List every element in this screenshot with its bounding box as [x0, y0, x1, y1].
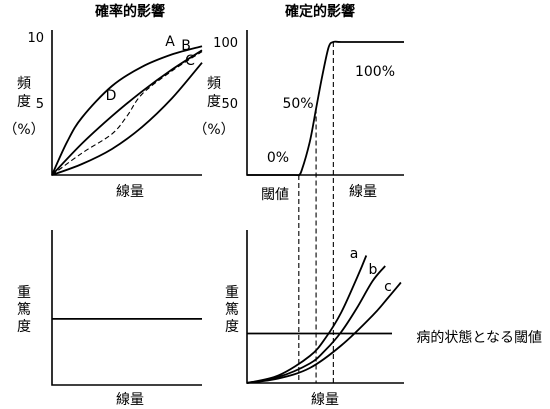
x-axis-label: 線量 — [349, 184, 377, 200]
y-axis-label: 重 — [225, 285, 239, 301]
series-label: C — [185, 53, 195, 69]
series-label: b — [369, 262, 378, 278]
y-axis-label: 篤 — [225, 301, 239, 318]
axes — [51, 230, 202, 386]
y-tick-label: 10 — [27, 31, 44, 46]
series-label: c — [384, 279, 392, 295]
y-axis-label: 度 — [207, 94, 221, 110]
series-line-C — [51, 62, 203, 176]
threshold-line-label: 病的状態となる閾値 — [416, 330, 542, 346]
y-axis-label: 篤 — [17, 301, 31, 318]
y-axis-label: 頻 — [17, 76, 31, 92]
annotation-100-percent: 100% — [355, 64, 395, 80]
y-axis-label: 度 — [17, 94, 31, 110]
y-axis-label: （%） — [193, 122, 234, 138]
panel-title: 確率的影響 — [95, 3, 165, 20]
series-line-A — [51, 49, 203, 176]
stochastic-effects-panel: 確率的影響 10 5 頻 度 （%） 線量 A B C D — [3, 3, 203, 200]
series-label: a — [350, 246, 359, 262]
y-tick-label: 50 — [221, 97, 238, 112]
deterministic-effects-panel: 確定的影響 100 50 頻 度 （%） 0% 50% 100% 閾値 線量 — [193, 3, 404, 203]
y-tick-label: 100 — [213, 36, 238, 51]
y-axis-label: 度 — [225, 319, 239, 335]
annotation-50-percent: 50% — [282, 96, 313, 112]
y-tick-label: 5 — [36, 97, 44, 112]
y-axis-label: 度 — [17, 319, 31, 335]
series-line-a — [246, 255, 368, 384]
series-label: A — [165, 34, 175, 50]
panel-title: 確定的影響 — [285, 3, 355, 20]
y-axis-label: （%） — [3, 122, 44, 138]
curves — [246, 255, 402, 384]
x-axis-label: 線量 — [116, 392, 144, 408]
annotation-0-percent: 0% — [267, 150, 289, 166]
severity-stochastic-panel: 重 篤 度 線量 — [17, 230, 202, 408]
series-line-D — [51, 45, 203, 176]
curves — [51, 45, 203, 176]
series-label: B — [181, 38, 191, 54]
severity-deterministic-panel: 重 篤 度 線量 病的状態となる閾値 a b c — [225, 230, 542, 408]
series-line-B — [51, 51, 203, 176]
y-axis-label: 頻 — [207, 76, 221, 92]
x-axis-label: 線量 — [311, 392, 339, 408]
series-line-c — [246, 281, 402, 384]
threshold-label: 閾値 — [261, 187, 289, 203]
x-axis-label: 線量 — [116, 184, 144, 200]
series-label: D — [106, 88, 117, 104]
y-axis-label: 重 — [17, 285, 31, 301]
threshold-guides — [298, 42, 334, 383]
